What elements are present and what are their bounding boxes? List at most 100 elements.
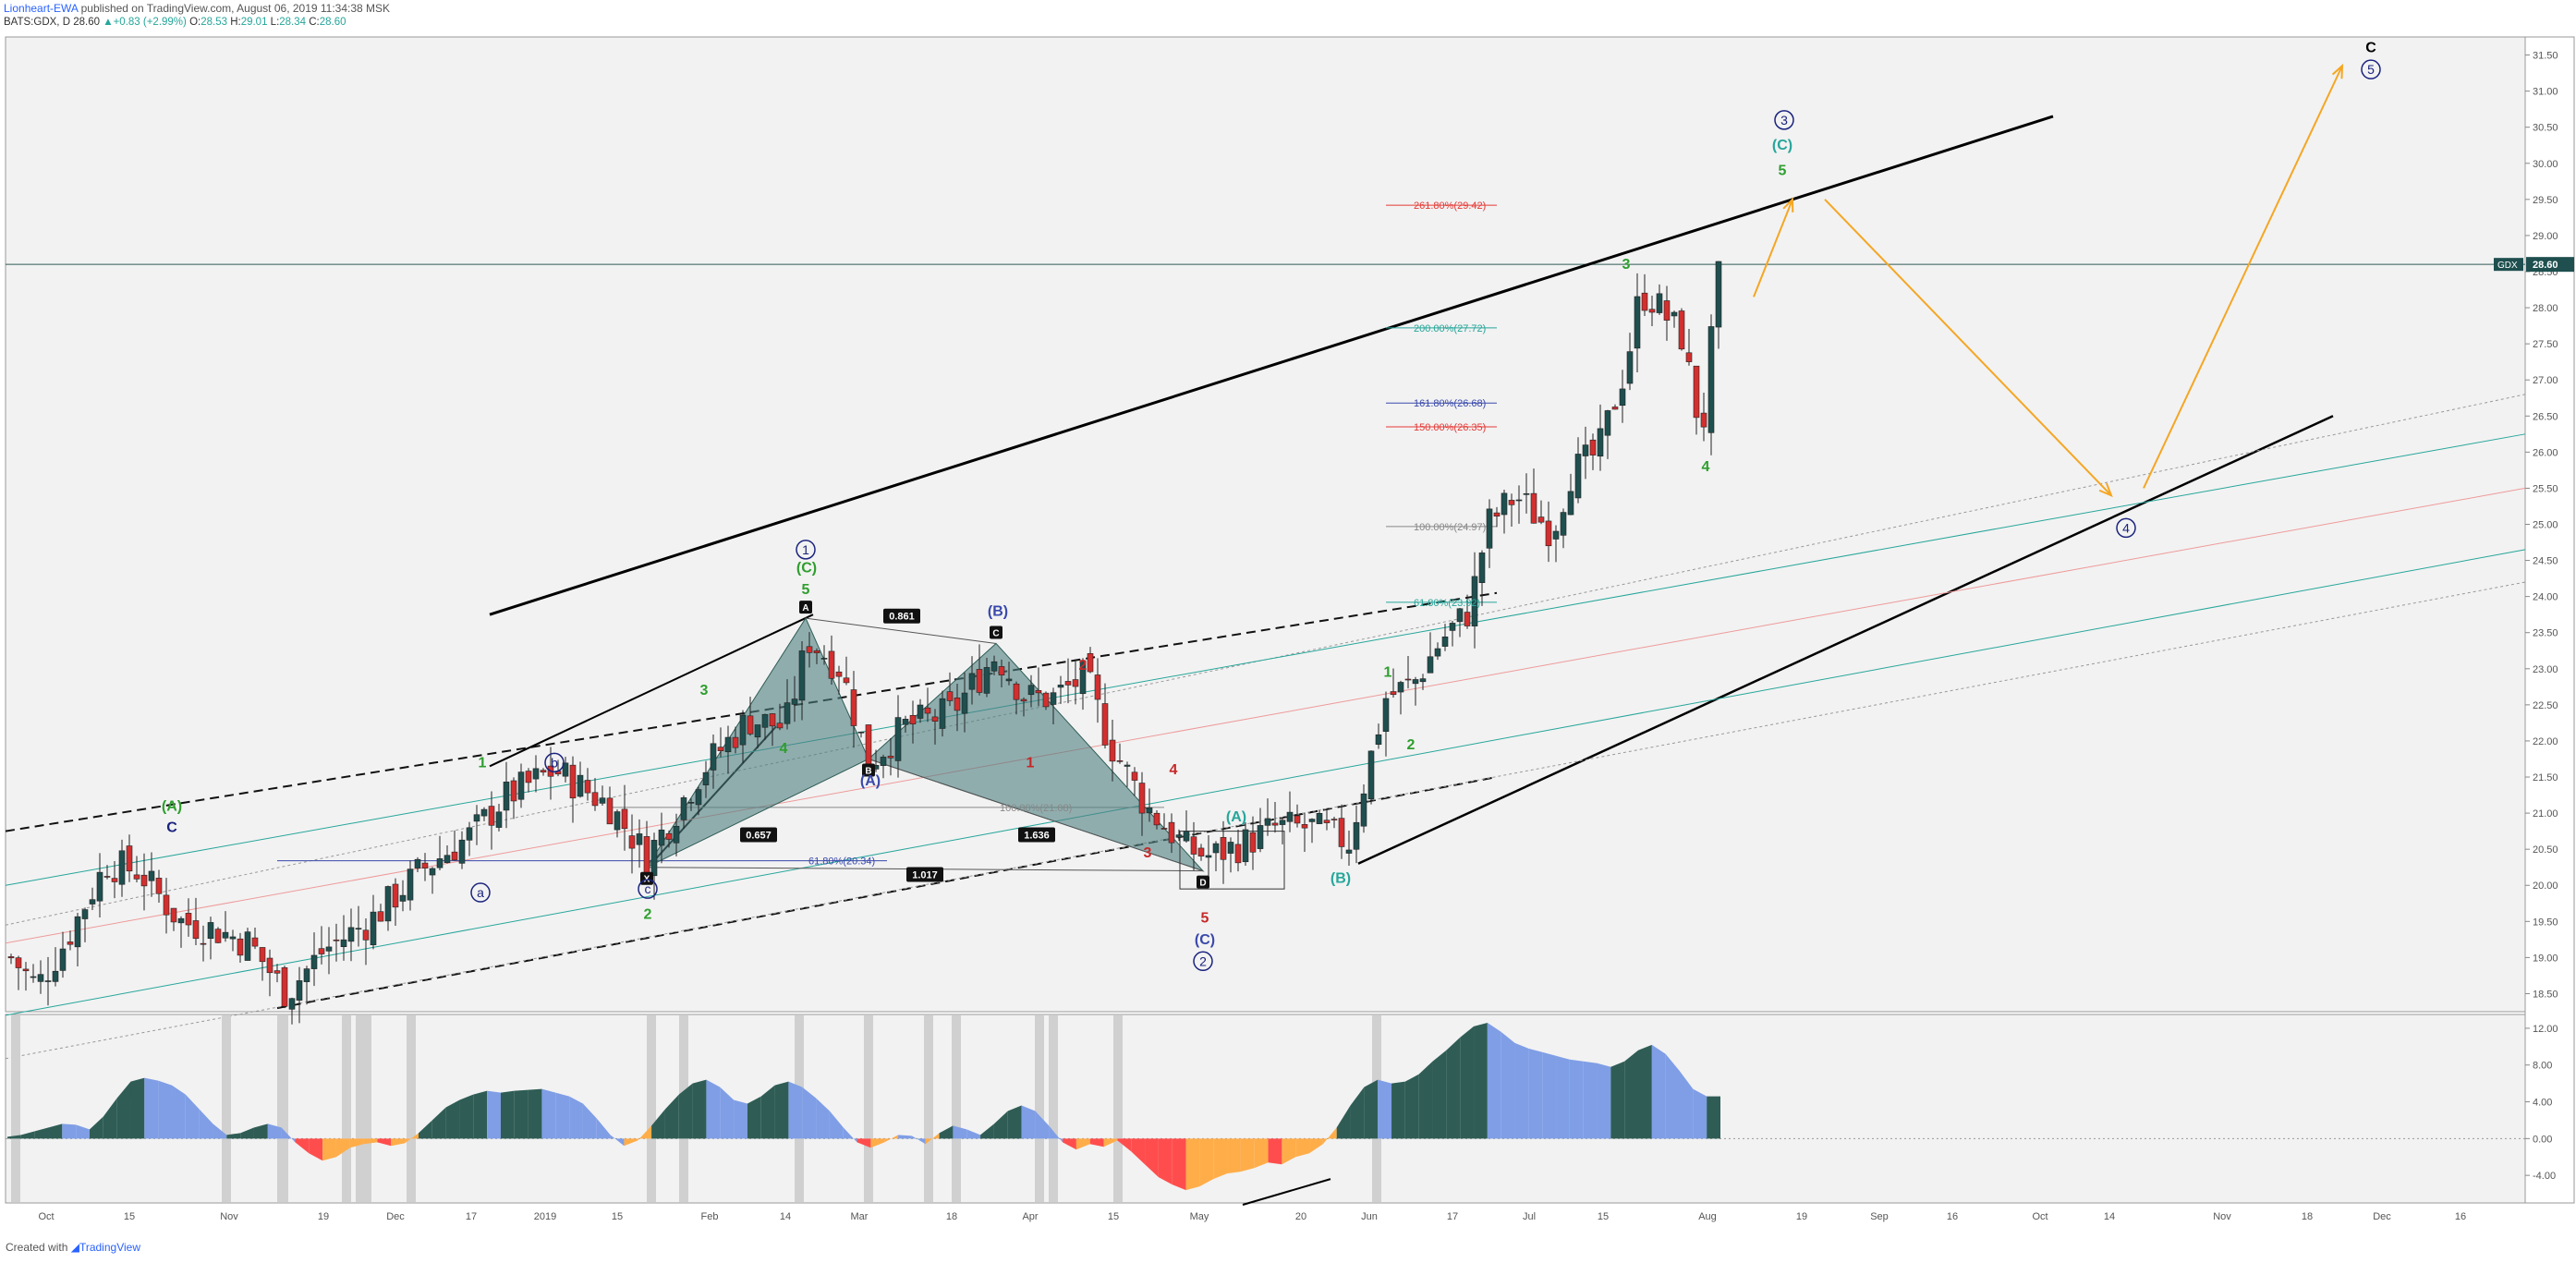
candle-body xyxy=(1124,764,1131,767)
osc-area-segment xyxy=(664,1094,679,1139)
candle-body xyxy=(384,886,392,922)
price-tick-label: 22.00 xyxy=(2533,736,2558,747)
candle-body xyxy=(784,702,791,724)
candle-body xyxy=(59,948,67,971)
candle-body xyxy=(1441,636,1449,647)
wave1-trend-line xyxy=(489,613,814,768)
candle-body xyxy=(680,797,687,820)
wave-label: 1 xyxy=(802,542,809,557)
harmonic-ratio-box xyxy=(740,827,777,843)
candle-body xyxy=(717,747,724,751)
candle-body xyxy=(310,954,318,969)
candle-body xyxy=(1338,818,1345,847)
osc-area-segment xyxy=(1007,1105,1022,1139)
candle-body xyxy=(436,858,444,868)
candle-body xyxy=(1582,444,1589,456)
osc-area-segment xyxy=(1446,1037,1461,1139)
osc-area-segment xyxy=(1021,1105,1036,1139)
candle-body xyxy=(1493,512,1501,516)
wave-circle-icon xyxy=(796,540,816,560)
squeeze-bar xyxy=(1113,1015,1123,1202)
time-tick-label: 15 xyxy=(1598,1211,1609,1222)
candle-body xyxy=(850,689,857,726)
candle-body xyxy=(288,998,296,1010)
candle-body xyxy=(266,957,273,974)
candle-body xyxy=(1013,683,1020,700)
candle-body xyxy=(1316,813,1323,824)
squeeze-bar xyxy=(924,1015,933,1202)
squeeze-bar xyxy=(1049,1015,1058,1202)
osc-area-segment xyxy=(1569,1059,1584,1139)
osc-area-segment xyxy=(1158,1138,1173,1185)
osc-area-segment xyxy=(20,1131,35,1139)
candle-body xyxy=(917,704,924,719)
projection-arrow-up-1 xyxy=(1753,199,1793,298)
osc-area-segment xyxy=(500,1090,515,1139)
candle-body xyxy=(177,917,185,924)
candle-body xyxy=(880,757,887,766)
candle-body xyxy=(1515,499,1523,502)
projection-arrow-down xyxy=(1824,199,2112,496)
osc-area-segment xyxy=(829,1111,844,1139)
osc-area-segment xyxy=(624,1138,638,1147)
candle-body xyxy=(296,980,303,1001)
candle-body xyxy=(1537,516,1545,523)
candle-body xyxy=(1323,820,1331,823)
candle-body xyxy=(562,762,569,777)
tradingview-brand[interactable]: TradingView xyxy=(79,1241,140,1254)
osc-area-segment xyxy=(281,1127,296,1143)
osc-area-segment xyxy=(1514,1042,1529,1139)
candle-body xyxy=(695,789,702,806)
candle-body xyxy=(1234,844,1242,864)
candle-body xyxy=(503,782,510,811)
price-tick-label: 30.00 xyxy=(2533,159,2558,170)
osc-area-segment xyxy=(1432,1050,1447,1139)
ohlc-line: BATS:GDX, D 28.60 ▲+0.83 (+2.99%) O:28.5… xyxy=(4,16,390,30)
osc-area-segment xyxy=(857,1138,871,1148)
candle-body xyxy=(325,946,333,952)
candle-body xyxy=(510,780,517,802)
fan-green-1 xyxy=(5,433,2526,886)
squeeze-bar xyxy=(407,1015,416,1202)
osc-area-segment xyxy=(1199,1138,1214,1187)
osc-area-segment xyxy=(487,1090,501,1139)
candle-body xyxy=(1116,759,1124,762)
fib-label: 100.00%(24.97) xyxy=(1414,522,1486,533)
candle-body xyxy=(517,771,525,800)
candle-body xyxy=(1604,410,1611,436)
candle-body xyxy=(983,667,990,694)
price-tick-label: 24.50 xyxy=(2533,556,2558,567)
time-tick-label: Jul xyxy=(1523,1211,1536,1222)
candle-body xyxy=(614,811,621,831)
osc-area-segment xyxy=(418,1120,432,1139)
candle-body xyxy=(244,931,251,961)
osc-area-segment xyxy=(1391,1081,1405,1139)
osc-area-segment xyxy=(1131,1138,1146,1165)
candle-body xyxy=(865,724,872,771)
candle-body xyxy=(636,833,643,845)
low-label: L: xyxy=(270,17,280,28)
candle-body xyxy=(1715,261,1722,328)
candle-body xyxy=(1242,829,1249,863)
osc-area-segment xyxy=(1295,1138,1310,1158)
candle-body xyxy=(1567,491,1574,516)
osc-area-segment xyxy=(34,1127,49,1139)
squeeze-bar xyxy=(342,1015,351,1202)
harmonic-ratio-box xyxy=(906,867,943,882)
pattern-point-label: C xyxy=(992,628,999,638)
harmonic-ratio-label: 0.861 xyxy=(889,612,915,623)
tradingview-logo-icon: ◢ xyxy=(70,1241,79,1254)
osc-area-segment xyxy=(1117,1138,1132,1152)
osc-area-segment xyxy=(1336,1105,1351,1139)
time-tick-label: 14 xyxy=(2104,1211,2115,1222)
osc-area-segment xyxy=(651,1109,665,1139)
osc-area-segment xyxy=(185,1094,200,1139)
candle-body xyxy=(909,714,917,724)
author-link[interactable]: Lionheart-EWA xyxy=(4,2,79,15)
wave-circle-icon xyxy=(2116,517,2136,539)
osc-area-segment xyxy=(377,1138,392,1147)
candle-body xyxy=(1057,685,1064,688)
candle-body xyxy=(1345,849,1353,854)
candle-body xyxy=(1027,685,1035,696)
